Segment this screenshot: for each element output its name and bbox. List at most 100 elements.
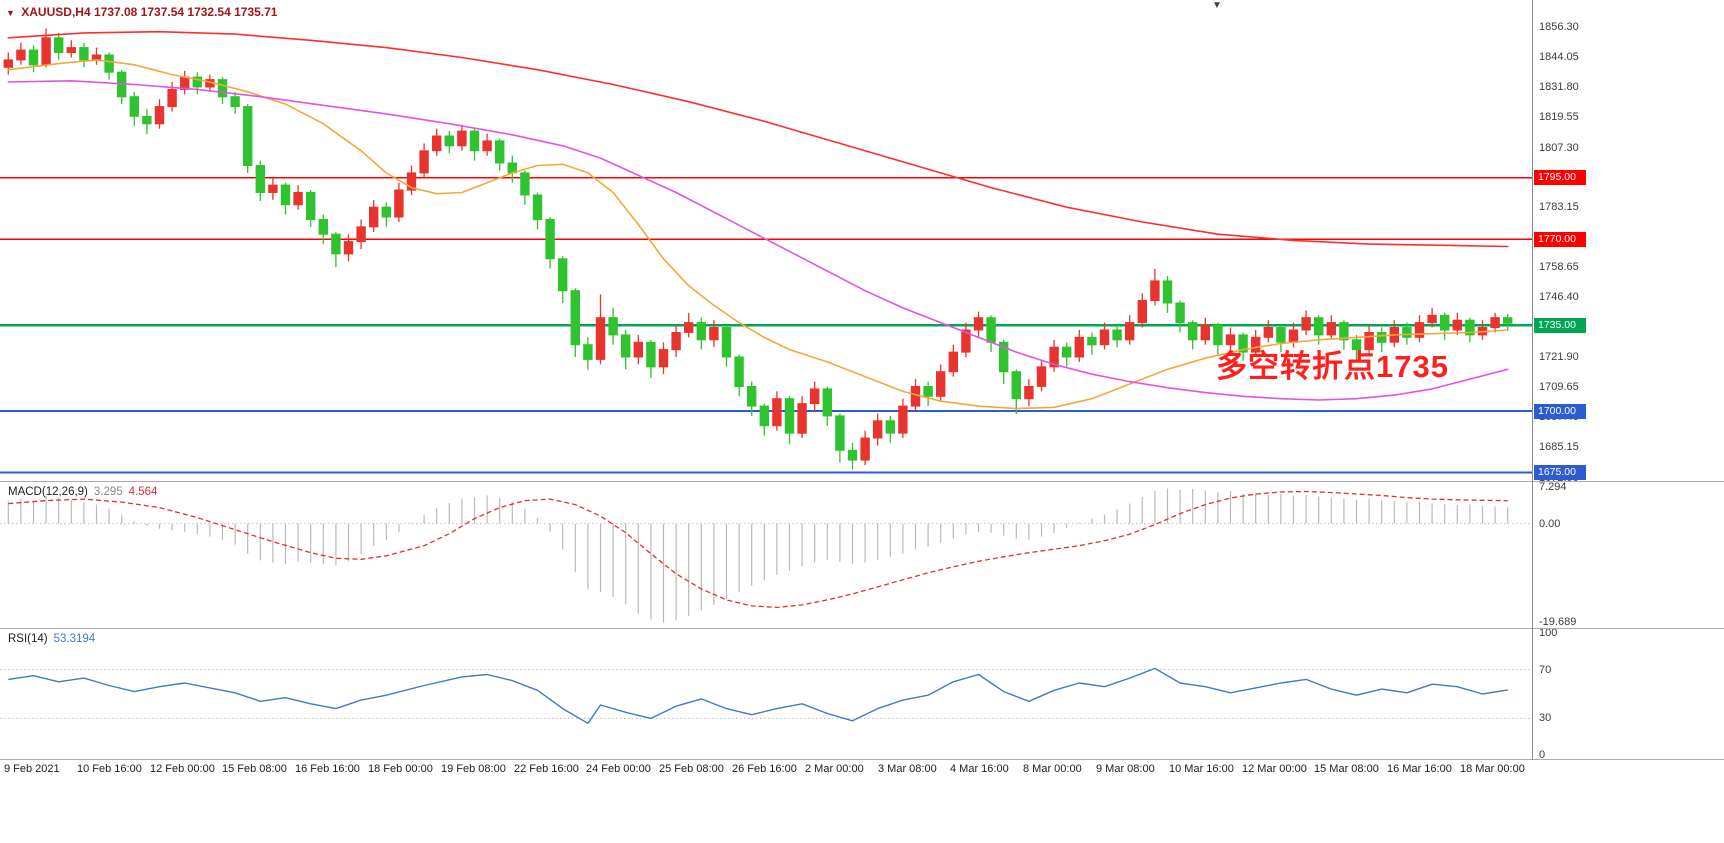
rsi-scale-label: 70 <box>1539 664 1552 676</box>
candle-body-up <box>293 192 303 206</box>
candle-body-up <box>1414 322 1425 338</box>
candle-body-down <box>1440 314 1450 331</box>
candle-body-down <box>1112 329 1122 341</box>
candle-body-down <box>79 47 89 61</box>
candle-body-down <box>1339 322 1349 341</box>
candle-body-down <box>520 172 530 196</box>
candle-body-down <box>444 135 455 147</box>
time-axis-label: 15 Mar 08:00 <box>1314 763 1379 775</box>
candle-body-up <box>910 386 921 407</box>
candle-body-up <box>948 351 958 373</box>
candle-body-down <box>1011 371 1021 400</box>
time-axis-label: 8 Mar 00:00 <box>1023 763 1082 775</box>
time-axis-label: 4 Mar 16:00 <box>950 763 1009 775</box>
candle-body-up <box>772 398 782 427</box>
candle-body-down <box>306 192 316 220</box>
candle-body-down <box>1377 332 1387 343</box>
time-axis-label: 15 Feb 08:00 <box>222 763 287 775</box>
price-scale-label: 1709.65 <box>1539 381 1579 393</box>
macd-scale-label: -19.689 <box>1539 616 1577 628</box>
time-axis-label: 22 Feb 16:00 <box>514 763 579 775</box>
chart-title: ▼ XAUUSD,H4 1737.08 1737.54 1732.54 1735… <box>6 5 277 19</box>
candle-body-down <box>129 96 140 117</box>
time-axis-label: 12 Feb 00:00 <box>150 763 215 775</box>
candle-body-up <box>1490 317 1500 329</box>
rsi-scale-label: 0 <box>1539 749 1546 761</box>
candle-body-down <box>847 449 858 461</box>
ma-orange-line[interactable] <box>7 59 1509 410</box>
macd-histogram <box>7 488 1509 623</box>
candle-body-down <box>1351 339 1362 351</box>
candle-body-down <box>1314 317 1324 336</box>
candle-body-down <box>734 356 744 387</box>
candle-body-down <box>1175 302 1185 324</box>
time-axis-label: 19 Feb 08:00 <box>441 763 506 775</box>
panel-separator[interactable] <box>0 759 1724 760</box>
candle-body-up <box>1364 332 1374 351</box>
macd-scale-label: 0.00 <box>1539 518 1561 530</box>
panel-separator[interactable] <box>0 481 1724 482</box>
candle-body-up <box>154 106 165 125</box>
rsi-name: RSI(14) <box>8 633 48 645</box>
candle-body-up <box>1427 314 1437 324</box>
macd-indicator-label: MACD(12,26,9) 3.295 4.564 <box>8 486 157 498</box>
candle-body-down <box>1465 319 1475 336</box>
candle-body-down <box>104 54 114 73</box>
chart-shift-marker-icon[interactable]: ▼ <box>1212 0 1222 11</box>
price-scale-label: 1819.55 <box>1539 111 1579 123</box>
candle-body-down <box>1062 346 1072 358</box>
time-axis-label: 16 Feb 16:00 <box>295 763 360 775</box>
candle-body-down <box>1276 327 1286 343</box>
candle-body-down <box>721 327 732 358</box>
candle-body-up <box>860 437 870 461</box>
ma-magenta-line[interactable] <box>7 80 1509 401</box>
candle-body-down <box>822 388 832 417</box>
candle-body-down <box>696 322 706 341</box>
candle-body-down <box>469 130 480 152</box>
price-scale-label: 1721.90 <box>1539 351 1579 363</box>
candle-body-up <box>1150 280 1160 301</box>
candle-body-up <box>66 47 76 53</box>
rsi-value: 53.3194 <box>53 633 96 645</box>
candle-body-up <box>343 241 354 255</box>
rsi-panel[interactable] <box>0 629 1532 759</box>
candle-body-up <box>1301 317 1311 331</box>
candle-body-down <box>1503 317 1513 324</box>
candle-body-up <box>1200 324 1210 341</box>
candle-body-up <box>658 349 669 368</box>
symbol-timeframe-label: XAUUSD,H4 <box>21 5 91 19</box>
candle-body-down <box>532 194 543 221</box>
rsi-indicator-label: RSI(14) 53.3194 <box>8 633 95 645</box>
rsi-scale-label: 100 <box>1539 627 1558 639</box>
candle-body-down <box>759 405 769 427</box>
macd-panel[interactable] <box>0 482 1532 628</box>
price-scale-label: 1758.65 <box>1539 261 1579 273</box>
candle-body-up <box>898 405 908 434</box>
candle-body-down <box>1402 327 1412 338</box>
candle-body-up <box>684 322 694 333</box>
candle-body-down <box>835 415 845 451</box>
candle-body-up <box>633 341 643 358</box>
ohlc-values: 1737.08 1737.54 1732.54 1735.71 <box>93 5 278 19</box>
one-click-trading-icon[interactable]: ▼ <box>6 8 15 18</box>
candle-body-up <box>1251 336 1261 353</box>
candle-body-up <box>873 420 883 439</box>
candle-body-up <box>457 130 467 147</box>
main-chart-panel[interactable] <box>0 0 1532 481</box>
annotation-text[interactable]: 多空转折点1735 <box>1216 349 1449 384</box>
candle-body-down <box>608 317 618 336</box>
candle-body-up <box>1263 327 1273 338</box>
candle-body-up <box>595 317 606 360</box>
candle-body-up <box>167 88 177 108</box>
candle-body-up <box>797 403 807 434</box>
rsi-line[interactable] <box>8 667 1508 724</box>
panel-separator[interactable] <box>0 628 1724 629</box>
candle-body-down <box>1162 280 1173 304</box>
ma-red-line[interactable] <box>7 30 1509 248</box>
price-scale-label: 1856.30 <box>1539 21 1579 33</box>
candle-body-up <box>1137 300 1147 324</box>
candle-body-down <box>784 398 795 434</box>
macd-signal-line[interactable] <box>8 490 1508 609</box>
candle-body-up <box>3 59 13 68</box>
